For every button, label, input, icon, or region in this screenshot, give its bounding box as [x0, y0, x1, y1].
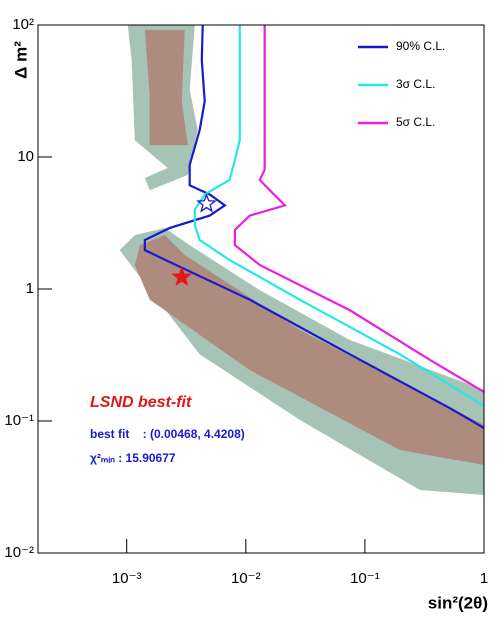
annotation: best fit : (0.00468, 4.4208) [90, 427, 245, 441]
x-tick-label: 10⁻¹ [350, 570, 380, 587]
contour-line [233, 25, 485, 393]
y-tick-label: 10⁻¹ [4, 412, 34, 429]
allowed-region [144, 30, 188, 146]
x-tick-label: 1 [480, 570, 488, 587]
legend-label: 5σ C.L. [396, 115, 435, 129]
y-tick-label: 1 [26, 280, 34, 297]
legend-label: 90% C.L. [396, 39, 445, 53]
x-tick-label: 10⁻² [231, 570, 261, 587]
y-axis-label: Δ m² [11, 41, 30, 79]
legend-label: 3σ C.L. [396, 77, 435, 91]
y-tick-label: 10⁻² [4, 544, 34, 561]
annotation: χ²ₘᵢₙ : 15.90677 [90, 451, 176, 465]
allowed-region [134, 235, 485, 466]
annotation: LSND best-fit [90, 394, 192, 411]
best-fit-star [196, 192, 217, 213]
best-fit-star [171, 266, 193, 286]
x-axis-label: sin²(2θ) [428, 593, 488, 612]
y-tick-label: 10 [17, 148, 34, 165]
x-tick-label: 10⁻³ [112, 570, 142, 587]
contour-line [193, 25, 485, 407]
y-tick-label: 10² [12, 16, 34, 33]
contour-line [143, 24, 485, 429]
